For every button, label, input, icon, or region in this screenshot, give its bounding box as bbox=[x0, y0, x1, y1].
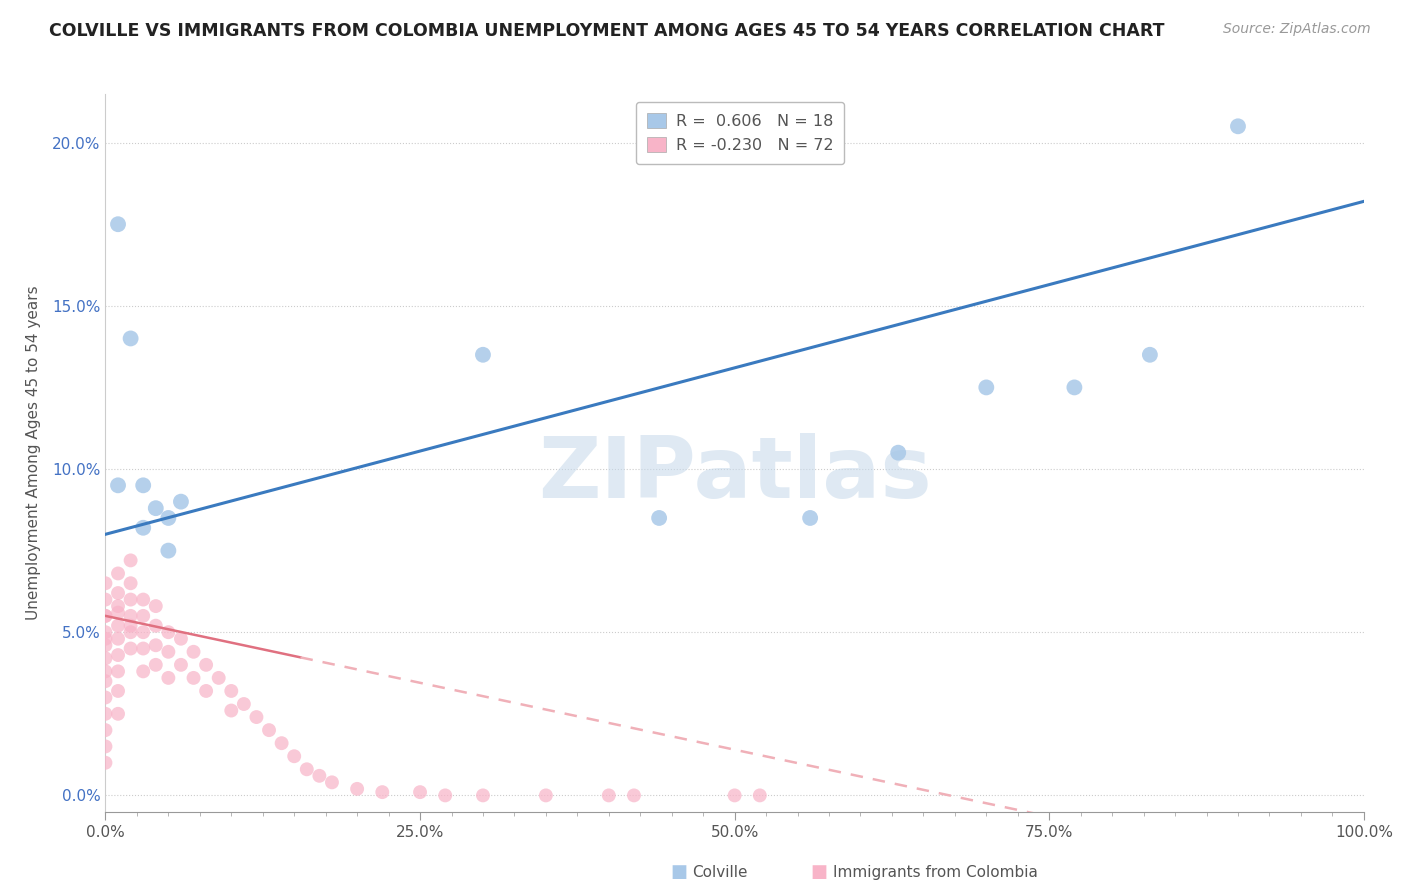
Point bbox=[1063, 380, 1085, 394]
Point bbox=[321, 775, 343, 789]
Point bbox=[245, 710, 267, 724]
Point bbox=[94, 638, 117, 652]
Point bbox=[120, 576, 142, 591]
Point bbox=[107, 606, 129, 620]
Point bbox=[157, 645, 180, 659]
Point bbox=[107, 632, 129, 646]
Point bbox=[170, 657, 193, 672]
Point bbox=[107, 599, 129, 613]
Text: Colville: Colville bbox=[692, 865, 748, 880]
Point bbox=[283, 749, 305, 764]
Point bbox=[232, 697, 254, 711]
Point bbox=[94, 651, 117, 665]
Point bbox=[183, 671, 205, 685]
Point bbox=[94, 739, 117, 754]
Point bbox=[195, 684, 218, 698]
Text: COLVILLE VS IMMIGRANTS FROM COLOMBIA UNEMPLOYMENT AMONG AGES 45 TO 54 YEARS CORR: COLVILLE VS IMMIGRANTS FROM COLOMBIA UNE… bbox=[49, 22, 1164, 40]
Point bbox=[371, 785, 394, 799]
Point bbox=[1139, 348, 1161, 362]
Legend: R =  0.606   N = 18, R = -0.230   N = 72: R = 0.606 N = 18, R = -0.230 N = 72 bbox=[636, 102, 845, 164]
Point bbox=[471, 789, 495, 803]
Point bbox=[157, 671, 180, 685]
Point bbox=[183, 645, 205, 659]
Point bbox=[132, 592, 155, 607]
Text: Immigrants from Colombia: Immigrants from Colombia bbox=[832, 865, 1038, 880]
Text: ■: ■ bbox=[669, 863, 688, 881]
Point bbox=[94, 592, 117, 607]
Point bbox=[434, 789, 457, 803]
Point bbox=[120, 553, 142, 567]
Point bbox=[799, 511, 821, 525]
Point bbox=[723, 789, 745, 803]
Point bbox=[534, 789, 557, 803]
Point bbox=[308, 769, 330, 783]
Point bbox=[94, 674, 117, 689]
Point bbox=[132, 641, 155, 656]
Point bbox=[120, 618, 142, 632]
Point bbox=[132, 625, 155, 640]
Point bbox=[208, 671, 231, 685]
Point bbox=[107, 665, 129, 679]
Point bbox=[107, 478, 129, 492]
Point bbox=[94, 608, 117, 623]
Point bbox=[346, 781, 368, 796]
Point bbox=[145, 638, 167, 652]
Point bbox=[157, 625, 180, 640]
Point bbox=[748, 789, 770, 803]
Point bbox=[132, 521, 155, 535]
Point bbox=[157, 511, 180, 525]
Point bbox=[107, 648, 129, 662]
Point bbox=[219, 704, 242, 718]
Point bbox=[94, 665, 117, 679]
Point bbox=[623, 789, 645, 803]
Point bbox=[107, 618, 129, 632]
Point bbox=[120, 625, 142, 640]
Point bbox=[145, 501, 167, 516]
Point bbox=[270, 736, 292, 750]
Point bbox=[598, 789, 620, 803]
Point bbox=[145, 618, 167, 632]
Point bbox=[132, 608, 155, 623]
Point bbox=[94, 706, 117, 721]
Point bbox=[170, 494, 193, 508]
Point bbox=[120, 592, 142, 607]
Text: ■: ■ bbox=[810, 863, 828, 881]
Point bbox=[170, 632, 193, 646]
Point bbox=[94, 756, 117, 770]
Point bbox=[1226, 120, 1249, 134]
Point bbox=[120, 641, 142, 656]
Point bbox=[120, 608, 142, 623]
Point bbox=[132, 478, 155, 492]
Point bbox=[94, 608, 117, 623]
Text: Source: ZipAtlas.com: Source: ZipAtlas.com bbox=[1223, 22, 1371, 37]
Text: ZIPatlas: ZIPatlas bbox=[537, 433, 932, 516]
Point bbox=[107, 586, 129, 600]
Point bbox=[471, 348, 495, 362]
Point bbox=[107, 684, 129, 698]
Point bbox=[120, 331, 142, 345]
Point bbox=[648, 511, 671, 525]
Point bbox=[107, 217, 129, 231]
Point bbox=[219, 684, 242, 698]
Point bbox=[145, 599, 167, 613]
Point bbox=[94, 632, 117, 646]
Point bbox=[107, 706, 129, 721]
Point bbox=[157, 543, 180, 558]
Point bbox=[94, 690, 117, 705]
Point bbox=[887, 446, 910, 460]
Point bbox=[132, 665, 155, 679]
Point bbox=[94, 723, 117, 738]
Y-axis label: Unemployment Among Ages 45 to 54 years: Unemployment Among Ages 45 to 54 years bbox=[27, 285, 41, 620]
Point bbox=[976, 380, 998, 394]
Point bbox=[195, 657, 218, 672]
Point bbox=[94, 576, 117, 591]
Point bbox=[145, 657, 167, 672]
Point bbox=[409, 785, 432, 799]
Point bbox=[94, 625, 117, 640]
Point bbox=[295, 762, 318, 776]
Point bbox=[257, 723, 280, 738]
Point bbox=[107, 566, 129, 581]
